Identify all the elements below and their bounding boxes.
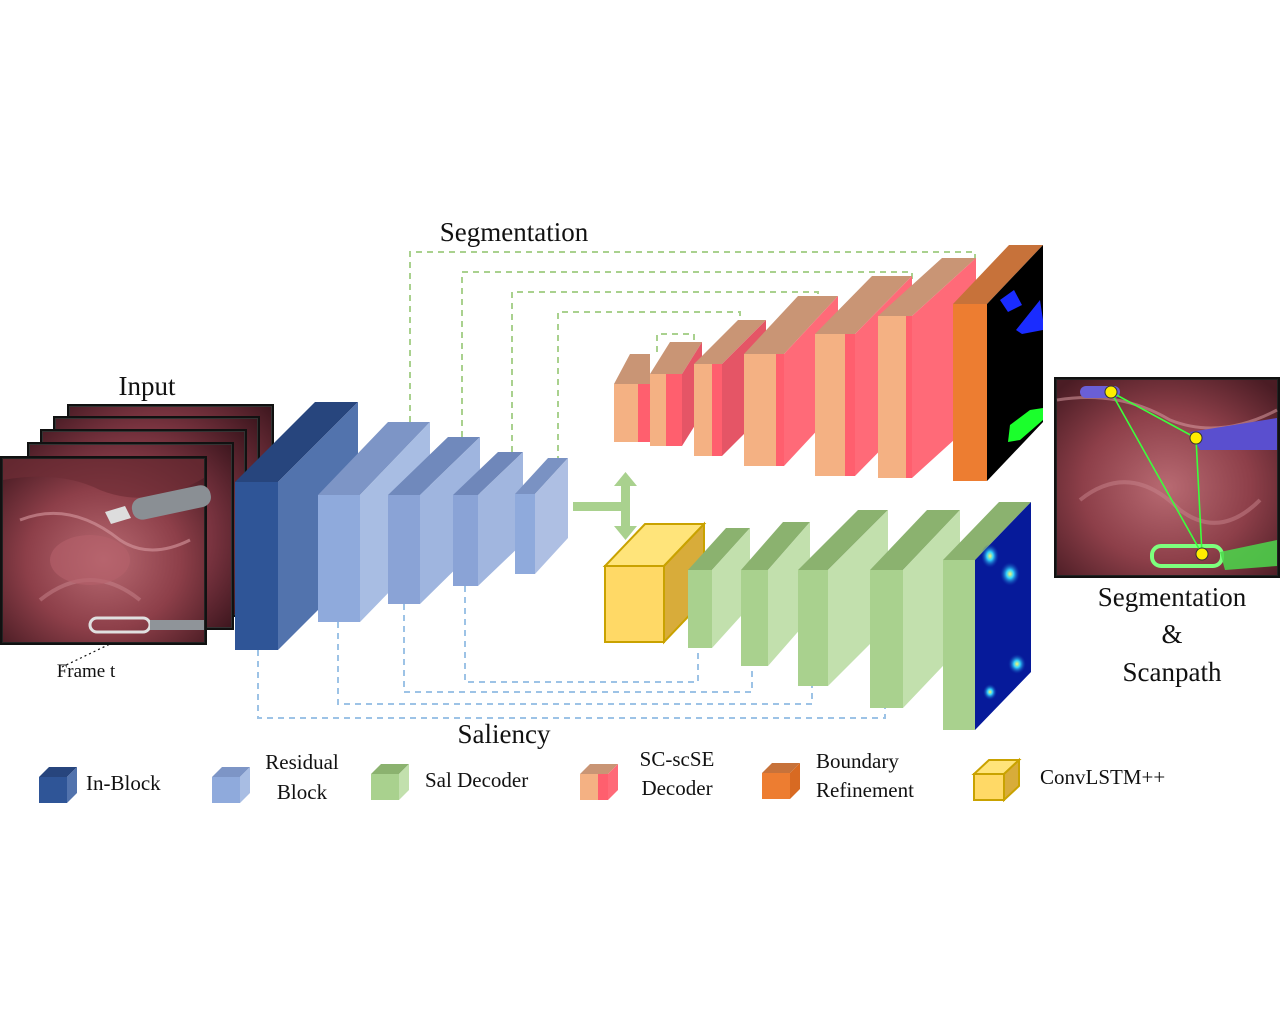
legend-item-scse-decoder: SC-scSE Decoder (580, 747, 714, 800)
legend-item-sal-decoder: Sal Decoder (371, 764, 528, 800)
residual-block-3 (453, 452, 523, 586)
legend-item-residual-block: Residual Block (212, 750, 339, 804)
bottleneck-arrow (573, 472, 637, 540)
legend-item-boundary-refinement: Boundary Refinement (762, 749, 914, 802)
saliency-output (943, 502, 1031, 730)
segmentation-top-label: Segmentation (440, 217, 589, 247)
legend-label-scse-1: SC-scSE (640, 747, 715, 771)
legend-label-scse-2: Decoder (641, 776, 712, 800)
input-label: Input (119, 371, 176, 401)
saliency-label: Saliency (458, 719, 551, 749)
legend-item-in-block: In-Block (39, 767, 161, 803)
frame-label: Frame t (57, 661, 116, 682)
legend-label-boundary-2: Refinement (816, 778, 914, 802)
output-label-line1: Segmentation (1098, 582, 1247, 612)
boundary-refinement (953, 245, 1043, 481)
output-image (1054, 377, 1280, 578)
legend-label-boundary-1: Boundary (816, 749, 899, 773)
sal-decoder-3 (798, 510, 888, 686)
legend-label-residual-2: Block (277, 780, 328, 804)
legend: In-Block Residual Block Sal Decoder SC-s… (39, 747, 1165, 804)
residual-block-2 (388, 437, 480, 604)
output-label-line3: Scanpath (1123, 657, 1222, 687)
legend-label-convlstm: ConvLSTM++ (1040, 765, 1165, 789)
sal-decoder-1 (688, 528, 750, 648)
saliency-skip-connections (257, 586, 886, 719)
legend-label-residual-1: Residual (265, 750, 339, 774)
input-frames (0, 404, 274, 668)
legend-item-convlstm: ConvLSTM++ (971, 757, 1165, 803)
legend-label-in-block: In-Block (86, 771, 161, 795)
residual-block-4 (515, 458, 568, 574)
output-label-line2: & (1161, 619, 1182, 649)
legend-label-sal-decoder: Sal Decoder (425, 768, 528, 792)
